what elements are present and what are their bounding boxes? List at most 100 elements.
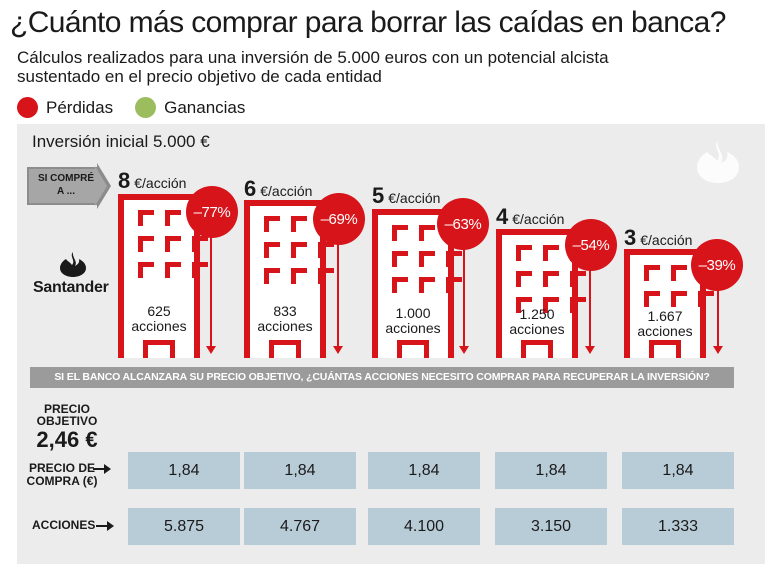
window-icon — [392, 225, 408, 241]
arrow-tag-icon — [27, 163, 111, 209]
window-icon — [543, 271, 559, 287]
buy-price-unit: €/acción — [512, 211, 565, 227]
santander-logo: Santander — [33, 252, 113, 300]
window-icon — [446, 251, 462, 267]
window-icon — [419, 277, 435, 293]
window-icon — [318, 242, 334, 258]
window-icon — [165, 236, 181, 252]
shares-label: ACCIONES — [32, 518, 96, 532]
window-icon — [138, 262, 154, 278]
window-icon — [138, 236, 154, 252]
shares-needed-cell: 4.767 — [244, 508, 356, 545]
window-icon — [543, 297, 559, 313]
purchase-price-row-label: PRECIO DE COMPRA (€) — [22, 462, 117, 488]
window-icon — [543, 245, 559, 261]
buy-price: 3 €/acción — [624, 225, 692, 251]
shares-held: 1.250 acciones — [502, 307, 572, 337]
building-door-icon — [397, 340, 429, 358]
santander-flame-icon — [60, 252, 86, 277]
purchase-price-cell: 1,84 — [622, 452, 734, 489]
loss-badge: –77% — [186, 186, 238, 238]
buy-price-unit: €/acción — [134, 175, 187, 191]
shares-held: 1.000 acciones — [378, 306, 448, 336]
window-icon — [165, 210, 181, 226]
initial-investment: Inversión inicial 5.000 € — [32, 132, 210, 151]
purchase-price-cell: 1,84 — [244, 452, 356, 489]
purchase-price-cell: 1,84 — [368, 452, 480, 489]
losses-dot-icon — [17, 97, 38, 118]
legend-label-gains: Ganancias — [164, 97, 246, 117]
window-icon — [419, 225, 435, 241]
building-body: 1.000 acciones — [372, 209, 462, 358]
shares-needed-cell: 1.333 — [622, 508, 734, 545]
legend-item-gains: Ganancias — [135, 97, 245, 118]
shares-needed-cell: 4.100 — [368, 508, 480, 545]
window-icon — [138, 210, 154, 226]
shares-held-unit: acciones — [257, 318, 313, 334]
window-icon — [264, 242, 280, 258]
buy-price: 5 €/acción — [372, 183, 440, 209]
loss-badge: –54% — [565, 219, 617, 271]
down-arrow-icon — [206, 232, 216, 354]
window-icon — [644, 291, 660, 307]
shares-held-count: 1.667 — [647, 308, 683, 324]
bought-at-label: SI COMPRÉ A ... — [37, 173, 95, 197]
window-icon — [516, 245, 532, 261]
window-icon — [264, 268, 280, 284]
down-arrow-icon — [459, 247, 469, 354]
buy-price-value: 3 — [624, 225, 637, 250]
purchase-price-cell: 1,84 — [495, 452, 607, 489]
window-icon — [264, 216, 280, 232]
window-icon — [291, 268, 307, 284]
buy-price-value: 6 — [244, 176, 257, 201]
buy-price: 4 €/acción — [496, 204, 564, 230]
window-icon — [516, 297, 532, 313]
gains-dot-icon — [135, 97, 157, 118]
building-door-icon — [269, 340, 301, 358]
buy-price-unit: €/acción — [388, 190, 441, 206]
window-icon — [446, 277, 462, 293]
buy-price-value: 4 — [496, 204, 509, 229]
shares-held: 1.667 acciones — [630, 309, 700, 339]
window-icon — [516, 271, 532, 287]
shares-held-unit: acciones — [509, 321, 565, 337]
window-icon — [570, 297, 586, 313]
buy-price-value: 5 — [372, 183, 385, 208]
shares-row-label: ACCIONES — [22, 519, 117, 532]
arrow-right-icon — [96, 520, 114, 531]
buy-price-unit: €/acción — [260, 183, 313, 199]
buy-price-unit: €/acción — [640, 232, 693, 248]
buy-price: 6 €/acción — [244, 176, 312, 202]
building-body: 625 acciones — [118, 194, 208, 358]
legend-item-losses: Pérdidas — [17, 97, 113, 118]
legend: Pérdidas Ganancias — [17, 97, 267, 118]
page-title: ¿Cuánto más comprar para borrar las caíd… — [10, 6, 726, 39]
shares-held: 833 acciones — [250, 304, 320, 334]
shares-held-count: 625 — [147, 303, 171, 319]
window-icon — [192, 236, 208, 252]
buy-price-value: 8 — [118, 168, 131, 193]
purchase-price-cell: 1,84 — [128, 452, 240, 489]
buy-price: 8 €/acción — [118, 168, 186, 194]
shares-held: 625 acciones — [124, 304, 194, 334]
shares-held-unit: acciones — [131, 318, 187, 334]
window-icon — [392, 251, 408, 267]
target-price-value: 2,46 € — [36, 427, 98, 452]
building-door-icon — [649, 340, 681, 358]
loss-badge: –39% — [691, 239, 743, 291]
window-icon — [671, 265, 687, 281]
window-icon — [318, 268, 334, 284]
window-icon — [291, 242, 307, 258]
shares-held-count: 1.000 — [395, 305, 431, 321]
loss-badge: –63% — [437, 198, 489, 250]
building-door-icon — [143, 340, 175, 358]
shares-held-count: 1.250 — [519, 306, 555, 322]
window-icon — [165, 262, 181, 278]
building-door-icon — [521, 340, 553, 358]
building-body: 833 acciones — [244, 200, 334, 358]
page-subtitle: Cálculos realizados para una inversión d… — [17, 48, 609, 86]
legend-label-losses: Pérdidas — [46, 97, 114, 117]
loss-badge: –69% — [313, 193, 365, 245]
santander-wordmark: Santander — [33, 279, 109, 296]
shares-held-unit: acciones — [385, 320, 441, 336]
